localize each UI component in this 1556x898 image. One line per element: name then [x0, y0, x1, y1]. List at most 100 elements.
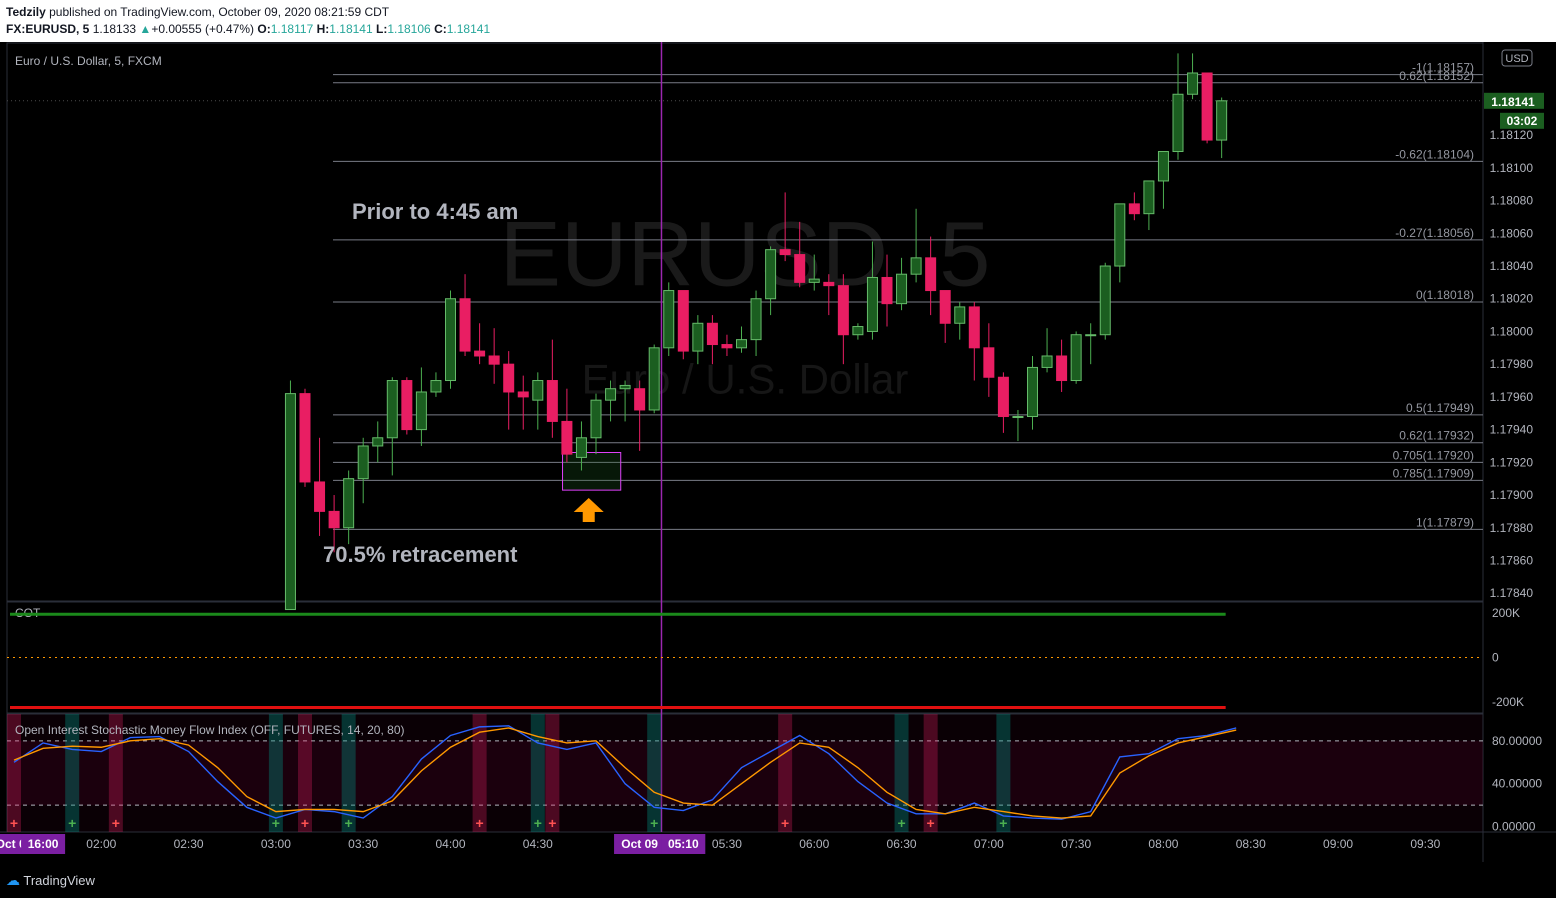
- candle-body: [590, 399, 602, 439]
- time-tick-label: 05:10: [668, 837, 699, 851]
- candle-body: [794, 254, 806, 283]
- sell-signal-column: [545, 714, 560, 832]
- time-tick-label: Oct 09: [621, 837, 658, 851]
- osc-tick-label: 80.00000: [1492, 734, 1542, 748]
- candle: [372, 421, 384, 463]
- candle-body: [1041, 355, 1053, 368]
- candle-body: [546, 380, 558, 422]
- candle: [1041, 328, 1053, 373]
- price-chart[interactable]: EURUSD, 5 Euro / U.S. Dollar Euro / U.S. D…: [0, 42, 1556, 862]
- candle-body: [983, 347, 995, 378]
- cot-tick-label: 200K: [1492, 606, 1520, 620]
- sell-signal-column: [7, 714, 21, 832]
- sell-signal-column: [298, 714, 312, 832]
- candle-body: [1143, 180, 1155, 215]
- sell-signal-column: [923, 714, 938, 832]
- candle-body: [866, 276, 878, 332]
- candle-body: [1056, 355, 1068, 382]
- tradingview-logo-icon[interactable]: ☁: [6, 872, 20, 888]
- candle: [1027, 355, 1038, 430]
- time-tick-label: 07:00: [974, 837, 1004, 851]
- candle: [808, 254, 820, 291]
- change-up-icon: ▲: [139, 22, 152, 36]
- candle: [634, 380, 646, 451]
- candle-body: [561, 420, 573, 455]
- osc-pane-frame: [6, 713, 1484, 833]
- candle-body: [1201, 72, 1213, 141]
- candle: [546, 339, 558, 438]
- candle: [314, 437, 326, 536]
- osc-tick-label: 40.00000: [1492, 777, 1542, 791]
- candle-body: [692, 322, 704, 352]
- close-label: C:: [434, 22, 447, 36]
- candle-body: [1157, 151, 1169, 182]
- candle-body: [1187, 72, 1199, 95]
- countdown-label: 03:02: [1507, 114, 1538, 128]
- annotation-prior: Prior to 4:45 am: [352, 199, 518, 224]
- candle: [997, 372, 1009, 433]
- candle: [575, 421, 587, 471]
- candle: [605, 380, 617, 422]
- candle-body: [619, 384, 631, 390]
- buy-marker-icon: +: [999, 815, 1007, 831]
- candle: [474, 323, 486, 365]
- sell-signal-column: [778, 714, 793, 832]
- candle: [983, 323, 995, 397]
- candle-body: [1216, 100, 1228, 141]
- candle: [706, 315, 718, 365]
- candle: [663, 282, 675, 356]
- time-tick-label: 05:30: [712, 837, 742, 851]
- candle-body: [939, 290, 951, 324]
- fib-level-label: -0.27(1.18056): [1395, 226, 1474, 240]
- candle: [1143, 180, 1155, 231]
- candle-body: [1070, 334, 1082, 382]
- candle-body: [415, 391, 427, 431]
- candle: [823, 274, 835, 316]
- low-label: L:: [376, 22, 388, 36]
- candle-body: [1085, 334, 1097, 337]
- candle: [866, 241, 878, 340]
- author-name[interactable]: Tedzily: [6, 5, 46, 19]
- candle-body: [954, 306, 966, 324]
- time-tick-label: 07:30: [1061, 837, 1091, 851]
- time-tick-label: 03:00: [261, 837, 291, 851]
- buy-signal-column: [647, 714, 662, 832]
- brand-label[interactable]: TradingView: [23, 873, 95, 888]
- currency-badge: [1501, 49, 1533, 67]
- candle: [343, 470, 355, 545]
- candle: [488, 328, 500, 384]
- price-tick-label: 1.18020: [1490, 292, 1534, 306]
- candle: [765, 246, 777, 316]
- time-tick-label: 02:00: [86, 837, 116, 851]
- candle-body: [677, 290, 689, 352]
- candle: [750, 290, 762, 356]
- candle-body: [328, 510, 340, 529]
- candle: [299, 388, 311, 487]
- candle: [1187, 53, 1199, 100]
- candle-body: [779, 249, 791, 256]
- candle: [517, 375, 529, 430]
- buy-signal-column: [65, 714, 80, 832]
- candle-body: [837, 285, 849, 336]
- last-price-tag-label: 1.18141: [1491, 95, 1535, 109]
- candle: [1099, 262, 1111, 340]
- candle-body: [997, 376, 1009, 418]
- candle-body: [517, 391, 529, 398]
- buy-signal-column: [268, 714, 283, 832]
- price-pane-title: Euro / U.S. Dollar, 5, FXCM: [15, 54, 162, 68]
- candle: [1012, 409, 1024, 442]
- candle: [692, 315, 704, 365]
- sell-marker-icon: +: [301, 815, 309, 831]
- candle-body: [1012, 416, 1024, 419]
- candle-body: [575, 437, 587, 458]
- price-tick-label: 1.18000: [1490, 324, 1534, 338]
- price-tick-label: 1.17880: [1490, 521, 1534, 535]
- osc-pane-title: Open Interest Stochastic Money Flow Inde…: [15, 723, 404, 737]
- candle: [794, 221, 806, 288]
- osc-band-fill: [7, 740, 1483, 806]
- sell-signal-column: [472, 714, 487, 832]
- high-label: H:: [316, 22, 330, 36]
- candle: [328, 495, 340, 553]
- change-value: +0.00555 (+0.47%): [151, 22, 255, 36]
- candle: [459, 274, 471, 356]
